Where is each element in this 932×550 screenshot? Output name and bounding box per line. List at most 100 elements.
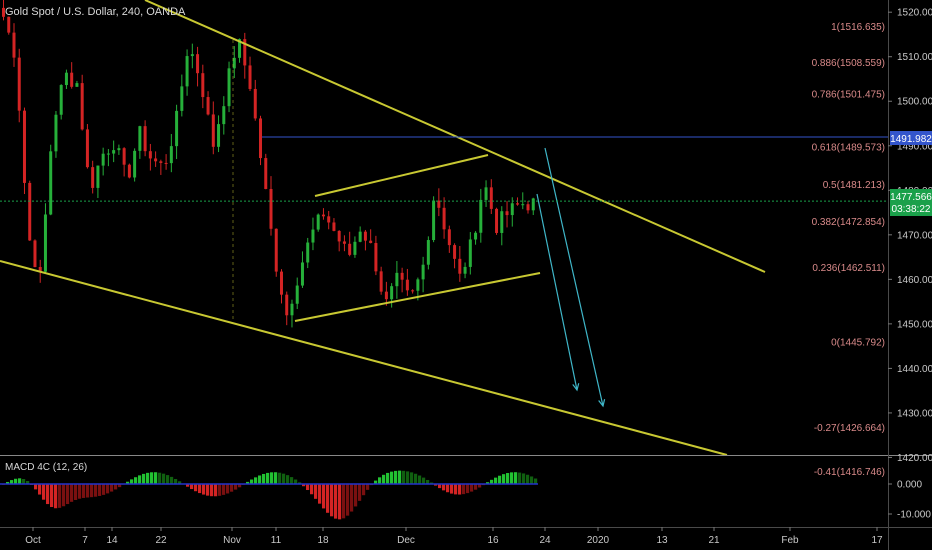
- time-tick-label: Oct: [25, 535, 41, 546]
- macd-bar: [102, 484, 106, 495]
- macd-bar: [406, 471, 410, 485]
- candle-body: [127, 164, 131, 178]
- macd-bar: [22, 478, 26, 485]
- macd-bar: [394, 470, 398, 485]
- price-tick-label: 1420.000: [897, 453, 932, 464]
- candle-body: [363, 231, 367, 241]
- candle-body: [253, 88, 257, 119]
- candle-body: [227, 68, 231, 107]
- candle-body: [133, 150, 137, 178]
- candle-body: [238, 39, 242, 58]
- countdown-text: 03:38:22: [892, 204, 931, 215]
- candle-body: [369, 240, 373, 244]
- macd-bar: [78, 484, 82, 499]
- fib-level-label[interactable]: 0.786(1501.475): [812, 90, 885, 101]
- candle-body: [321, 214, 325, 217]
- projection-arrow-line[interactable]: [536, 193, 578, 391]
- time-tick-label: 22: [155, 535, 167, 546]
- macd-bar: [414, 473, 418, 485]
- candle-body: [348, 243, 352, 255]
- macd-bar: [194, 484, 198, 492]
- candle-body: [248, 65, 252, 89]
- flag-bottom-line[interactable]: [294, 272, 541, 322]
- candle-body: [211, 114, 215, 147]
- level-price-tag[interactable]: 1491.982: [890, 131, 932, 145]
- macd-bar: [174, 478, 178, 485]
- candle-body: [468, 239, 472, 267]
- macd-bar: [494, 477, 498, 485]
- fib-level-label[interactable]: 1(1516.635): [831, 22, 885, 33]
- candle-body: [300, 262, 304, 286]
- lower-channel-line[interactable]: [0, 260, 728, 456]
- macd-bar: [222, 484, 226, 495]
- macd-bar: [50, 484, 54, 508]
- fib-levels[interactable]: 1(1516.635) 0.886(1508.559) 0.786(1501.475…: [812, 22, 885, 478]
- time-tick-label: 21: [708, 535, 720, 546]
- time-axis[interactable]: Oct 7 14 22 Nov 11 18 Dec 16 24 2020 13 21 Feb 17: [25, 527, 883, 546]
- macd-bar: [258, 475, 262, 485]
- macd-bar: [218, 484, 222, 496]
- candle-body: [384, 291, 388, 300]
- macd-bar: [290, 477, 294, 485]
- candle-body: [206, 97, 210, 115]
- candle-body: [416, 279, 420, 291]
- upper-channel-line[interactable]: [144, 0, 766, 273]
- fib-level-label[interactable]: 0.236(1462.511): [812, 263, 885, 274]
- macd-bar: [262, 473, 266, 485]
- macd-bar: [502, 474, 506, 485]
- symbol-title[interactable]: Gold Spot / U.S. Dollar, 240, OANDA: [5, 6, 186, 18]
- macd-title[interactable]: MACD 4C (12, 26): [5, 462, 87, 473]
- macd-bar: [402, 470, 406, 485]
- fib-level-label[interactable]: -0.41(1416.746): [814, 467, 885, 478]
- candle-body: [159, 161, 163, 163]
- fib-level-label[interactable]: 0.382(1472.854): [812, 217, 885, 228]
- candle-body: [222, 106, 226, 125]
- macd-bar: [374, 480, 378, 485]
- macd-axis[interactable]: 0.000 -10.000: [888, 480, 931, 521]
- macd-bar: [66, 484, 70, 505]
- horizontal-lines[interactable]: [0, 136, 888, 202]
- fib-level-label[interactable]: 0.618(1489.573): [812, 143, 885, 154]
- fib-level-label[interactable]: -0.27(1426.664): [814, 423, 885, 434]
- candle-body: [70, 72, 74, 87]
- candle-body: [138, 126, 142, 151]
- time-tick-label: 16: [487, 535, 499, 546]
- price-tick-label: 1460.000: [897, 275, 932, 286]
- fib-level-label[interactable]: 0(1445.792): [831, 338, 885, 349]
- candle-body: [311, 229, 315, 243]
- macd-bar: [10, 480, 14, 485]
- macd-bar: [230, 484, 234, 492]
- time-tick-label: 24: [539, 535, 551, 546]
- level-price-tag-bg: [890, 131, 932, 145]
- macd-bar: [226, 484, 230, 494]
- candle-body: [521, 204, 525, 206]
- candle-body: [143, 126, 147, 152]
- price-tick-label: 1470.000: [897, 230, 932, 241]
- macd-bar: [190, 484, 194, 490]
- candle-body: [279, 271, 283, 295]
- candle-body: [327, 216, 331, 223]
- current-price-tag[interactable]: 1477.566 03:38:22: [890, 189, 932, 216]
- projection-arrow-line[interactable]: [544, 147, 604, 407]
- projection-arrows[interactable]: [536, 147, 606, 408]
- macd-bar: [158, 472, 162, 485]
- candle-body: [217, 124, 221, 147]
- candle-body: [164, 162, 168, 164]
- macd-bar: [454, 484, 458, 495]
- macd-bar: [162, 473, 166, 485]
- macd-bar: [346, 484, 350, 516]
- macd-bar: [106, 484, 110, 494]
- macd-bar: [126, 481, 130, 485]
- macd-bar: [378, 477, 382, 485]
- trendlines[interactable]: [0, 0, 766, 456]
- macd-bar: [210, 484, 214, 497]
- flag-top-line[interactable]: [314, 154, 489, 197]
- candle-body: [379, 271, 383, 292]
- fib-level-label[interactable]: 0.5(1481.213): [823, 180, 885, 191]
- time-tick-label: 13: [656, 535, 668, 546]
- fib-level-label[interactable]: 0.886(1508.559): [812, 58, 885, 69]
- candle-body: [28, 182, 32, 241]
- candle-body: [196, 54, 200, 74]
- candle-body: [531, 198, 535, 211]
